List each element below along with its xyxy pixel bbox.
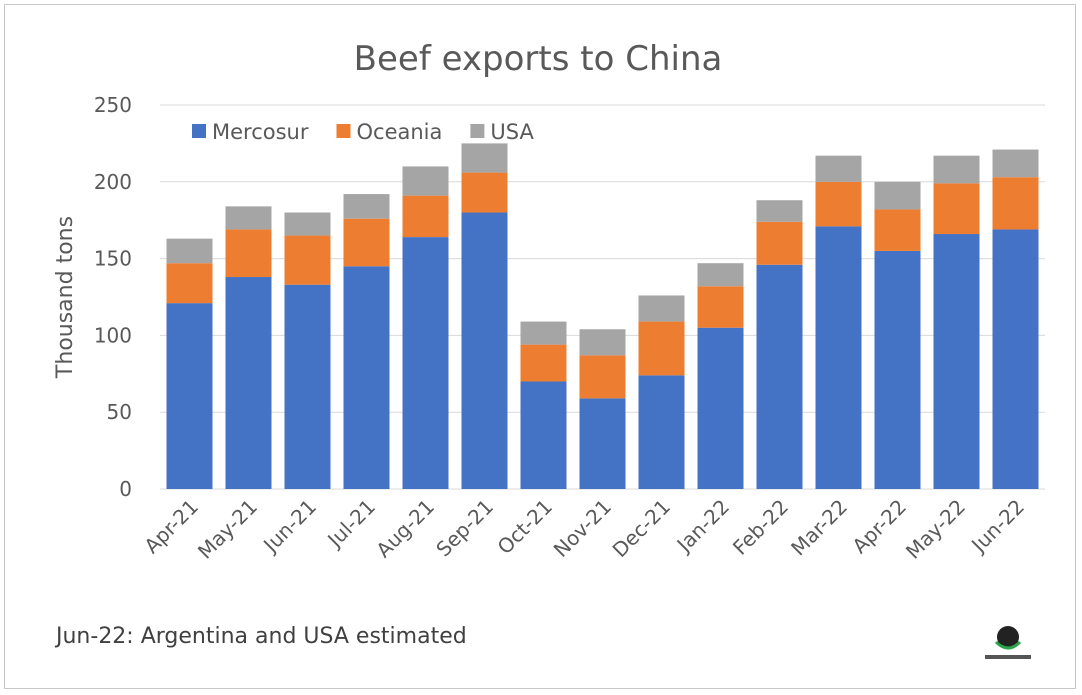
x-tick-label: Oct-21 — [493, 495, 558, 560]
x-tick-label: Aug-21 — [371, 495, 439, 563]
legend-label-mercosur: Mercosur — [212, 120, 309, 144]
bar-oceania — [520, 344, 567, 382]
bar-mercosur — [992, 229, 1039, 489]
chart-title: Beef exports to China — [354, 39, 723, 79]
bar-usa — [402, 166, 449, 196]
x-tick-label: May-21 — [193, 495, 262, 564]
bar-mercosur — [461, 212, 508, 489]
bar-oceania — [638, 321, 685, 376]
legend-swatch-mercosur — [192, 124, 206, 138]
bar-usa — [874, 181, 921, 210]
logo-globe-icon — [997, 626, 1019, 648]
y-tick-label: 150 — [94, 247, 132, 271]
bar-usa — [933, 155, 980, 184]
x-tick-label: Feb-22 — [728, 495, 793, 560]
bar-mercosur — [343, 266, 390, 489]
bar-mercosur — [874, 250, 921, 489]
bar-oceania — [815, 181, 862, 227]
bar-usa — [343, 194, 390, 219]
bar-oceania — [225, 229, 272, 278]
bar-mercosur — [402, 237, 449, 489]
bar-mercosur — [284, 284, 331, 489]
legend-swatch-oceania — [336, 124, 351, 138]
x-tick-label: May-22 — [901, 495, 970, 564]
y-tick-label: 0 — [119, 477, 132, 501]
bar-oceania — [579, 355, 626, 399]
x-tick-label: Jan-22 — [671, 495, 734, 558]
y-tick-label: 200 — [94, 170, 132, 194]
x-tick-label: Jun-21 — [257, 495, 321, 559]
bar-oceania — [166, 263, 213, 304]
logo-swoosh-icon — [994, 640, 1022, 650]
legend-swatch-usa — [470, 124, 485, 138]
bar-oceania — [284, 235, 331, 285]
x-tick-label: Apr-22 — [847, 495, 911, 559]
bar-mercosur — [638, 375, 685, 489]
bar-oceania — [343, 218, 390, 267]
x-tick-label: Mar-22 — [786, 495, 852, 561]
y-tick-label: 100 — [94, 323, 132, 347]
bar-usa — [756, 200, 803, 222]
y-axis-label: Thousand tons — [53, 216, 78, 379]
bar-usa — [638, 295, 685, 322]
bar-usa — [166, 238, 213, 264]
chart-frame — [4, 4, 1076, 689]
bar-mercosur — [166, 303, 213, 489]
bar-oceania — [402, 195, 449, 238]
bar-usa — [697, 263, 744, 287]
bar-mercosur — [815, 226, 862, 489]
bar-oceania — [756, 221, 803, 265]
x-tick-label: Nov-21 — [549, 495, 616, 562]
bar-mercosur — [225, 277, 272, 489]
x-tick-label: Dec-21 — [608, 495, 675, 562]
bar-oceania — [992, 177, 1039, 230]
bar-mercosur — [933, 234, 980, 489]
bar-usa — [520, 321, 567, 345]
bar-mercosur — [697, 327, 744, 489]
legend-label-oceania: Oceania — [357, 120, 443, 144]
x-tick-label: Apr-21 — [139, 495, 203, 559]
logo-wordmark — [985, 655, 1031, 659]
bar-mercosur — [756, 264, 803, 489]
bar-usa — [579, 329, 626, 356]
bar-mercosur — [579, 398, 626, 489]
bar-oceania — [933, 183, 980, 235]
x-tick-label: Sep-21 — [431, 495, 498, 562]
bar-oceania — [874, 209, 921, 251]
bar-usa — [992, 149, 1039, 178]
legend-label-usa: USA — [490, 120, 534, 144]
bar-usa — [284, 212, 331, 236]
x-tick-label: Jun-22 — [965, 495, 1029, 559]
y-tick-label: 50 — [107, 400, 132, 424]
y-tick-label: 250 — [94, 93, 132, 117]
bar-usa — [461, 143, 508, 173]
bar-oceania — [461, 172, 508, 213]
bar-usa — [815, 155, 862, 182]
bar-mercosur — [520, 381, 567, 489]
bar-oceania — [697, 286, 744, 328]
footnote: Jun-22: Argentina and USA estimated — [56, 624, 467, 649]
bar-usa — [225, 206, 272, 230]
